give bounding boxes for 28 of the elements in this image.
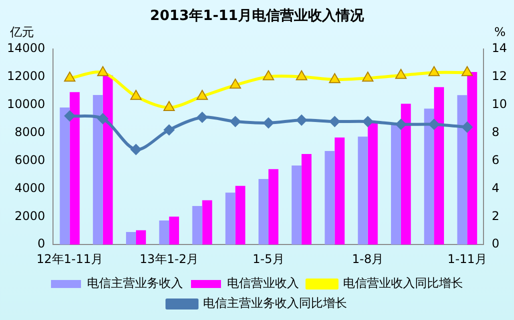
y-tick-label: 2000 bbox=[14, 208, 46, 223]
y2-axis-title: % bbox=[494, 24, 506, 39]
y2-tick-label: 0 bbox=[492, 236, 500, 251]
y-tick-label: 12000 bbox=[6, 68, 46, 83]
x-tick-label: 1-5月 bbox=[252, 252, 284, 266]
legend-label: 电信主营业务收入 bbox=[87, 276, 183, 290]
y2-tick-label: 14 bbox=[492, 40, 508, 55]
y2-tick-label: 4 bbox=[492, 180, 500, 195]
y-tick-label: 0 bbox=[38, 236, 46, 251]
y-tick-label: 10000 bbox=[6, 96, 46, 111]
y-axis-title: 亿元 bbox=[9, 24, 34, 39]
x-tick-label: 1-11月 bbox=[448, 252, 487, 266]
legend-label: 电信营业收入同比增长 bbox=[343, 276, 463, 290]
x-tick-label: 13年1-2月 bbox=[140, 252, 199, 266]
y2-tick-label: 12 bbox=[492, 68, 508, 83]
y2-tick-label: 8 bbox=[492, 124, 500, 139]
y-tick-label: 14000 bbox=[6, 40, 46, 55]
legend-label: 电信主营业务收入同比增长 bbox=[203, 296, 347, 310]
y2-tick-label: 10 bbox=[492, 96, 508, 111]
legend-label: 电信营业收入 bbox=[227, 276, 299, 290]
y-tick-label: 4000 bbox=[14, 180, 46, 195]
x-tick-label: 1-8月 bbox=[352, 252, 384, 266]
chart-title: 2013年1-11月电信营业收入情况 bbox=[150, 8, 365, 24]
x-tick-label: 12年1-11月 bbox=[36, 252, 103, 266]
y-tick-label: 8000 bbox=[14, 124, 46, 139]
y2-tick-label: 2 bbox=[492, 208, 500, 223]
y-tick-label: 6000 bbox=[14, 152, 46, 167]
y2-tick-label: 6 bbox=[492, 152, 500, 167]
